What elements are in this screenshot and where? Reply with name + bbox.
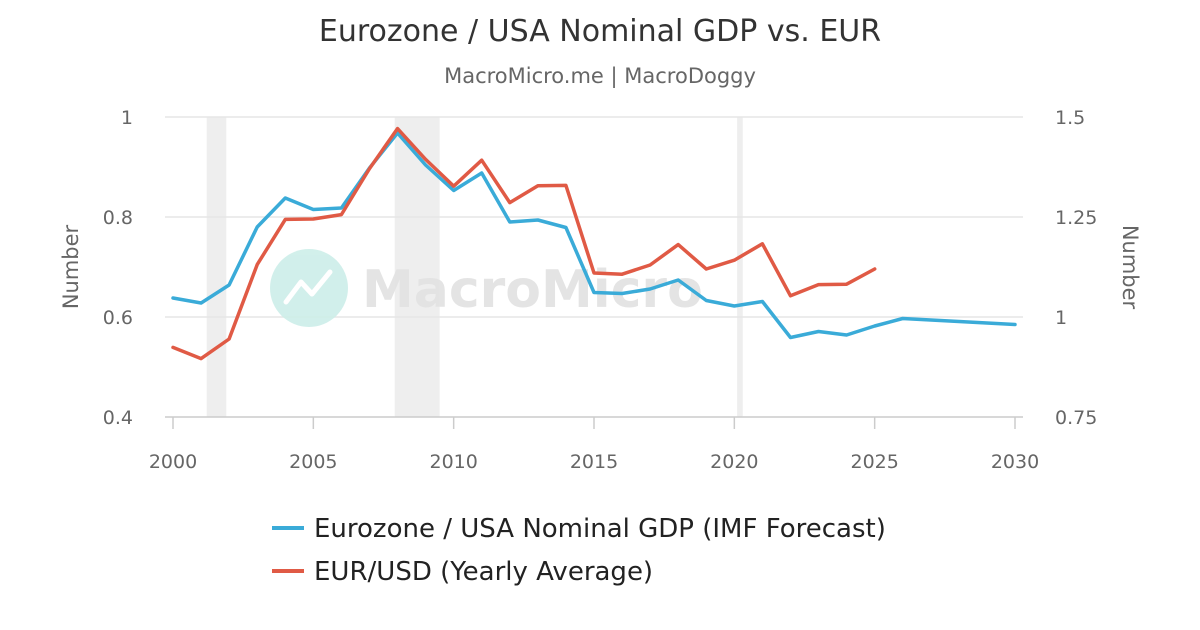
y-left-tick-label: 1 [121, 107, 133, 129]
y-right-tick-label: 0.75 [1055, 407, 1097, 429]
x-tick-label: 2025 [850, 451, 898, 473]
legend-item-eurusd[interactable]: EUR/USD (Yearly Average) [272, 557, 653, 587]
series-line-eurusd [171, 126, 877, 361]
legend-label-eurusd: EUR/USD (Yearly Average) [314, 557, 653, 587]
x-tick-label: 2020 [710, 451, 758, 473]
y-right-tick-label: 1.5 [1055, 107, 1085, 129]
x-tick-label: 2030 [991, 451, 1039, 473]
watermark: MacroMicro [270, 249, 703, 327]
watermark-logo-line [283, 269, 333, 305]
legend-item-gdp[interactable]: Eurozone / USA Nominal GDP (IMF Forecast… [272, 514, 886, 544]
recession-band-0 [206, 117, 227, 417]
y-axis-right-title: Number [1118, 225, 1142, 310]
series-line-gdp [171, 131, 1017, 340]
legend: Eurozone / USA Nominal GDP (IMF Forecast… [272, 514, 886, 587]
x-tick-label: 2000 [149, 451, 197, 473]
x-tick-label: 2005 [289, 451, 337, 473]
y-right-tick-label: 1.25 [1055, 207, 1097, 229]
y-left-tick-label: 0.4 [103, 407, 133, 429]
chart-title: Eurozone / USA Nominal GDP vs. EUR [318, 14, 882, 49]
axes: 0.4 0.6 0.8 1 0.75 1 1.25 1.5 2000 2005 2010 2015 20… [103, 107, 1098, 473]
legend-label-gdp: Eurozone / USA Nominal GDP (IMF Forecast… [314, 514, 886, 544]
x-tick-label: 2015 [570, 451, 618, 473]
recession-band-2 [737, 117, 743, 417]
series-lines [171, 126, 1017, 361]
x-tick-label: 2010 [429, 451, 477, 473]
chart-subtitle: MacroMicro.me | MacroDoggy [444, 64, 756, 88]
y-axis-left-title: Number [59, 224, 83, 309]
y-left-tick-label: 0.8 [103, 207, 133, 229]
y-left-tick-label: 0.6 [103, 307, 133, 329]
y-right-tick-label: 1 [1055, 307, 1067, 329]
